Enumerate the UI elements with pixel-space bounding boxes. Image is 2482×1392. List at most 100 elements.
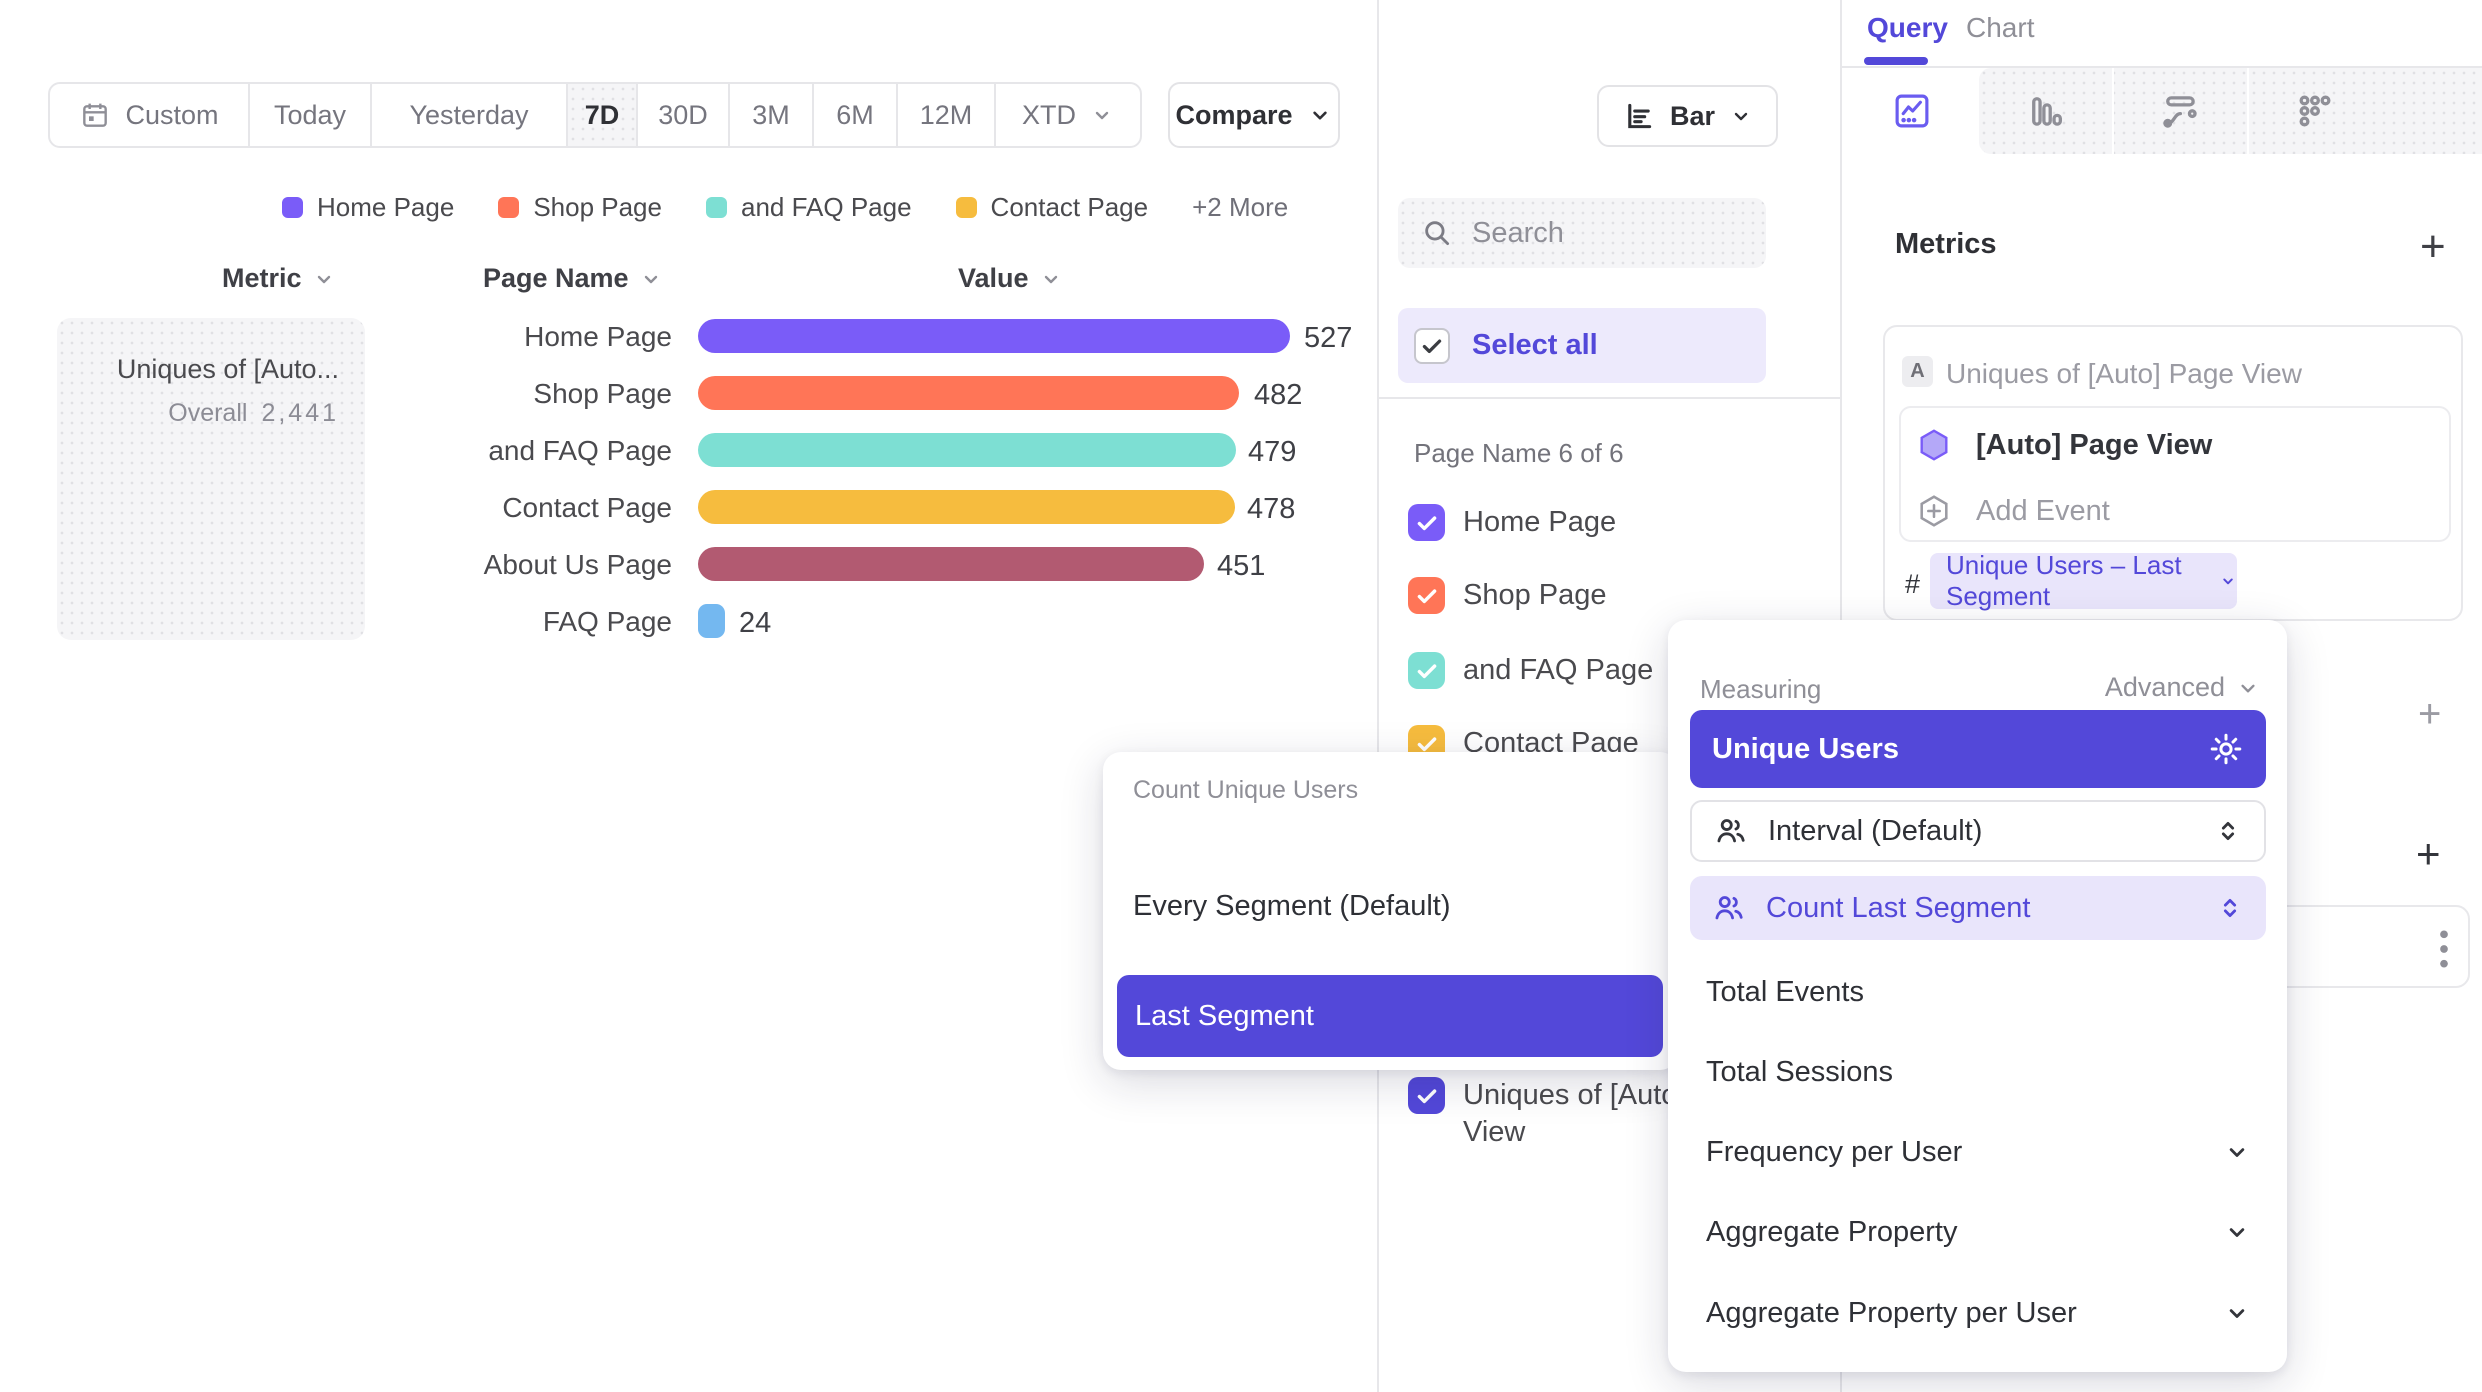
option-unique-users-selected[interactable]: Unique Users — [1690, 710, 2266, 788]
date-range-custom[interactable]: Custom — [50, 84, 250, 146]
count-last-segment-row[interactable]: Count Last Segment — [1690, 876, 2266, 940]
measure-selector-pill[interactable]: Unique Users – Last Segment — [1930, 550, 2237, 611]
users-icon — [1717, 819, 1745, 843]
option-total-sessions[interactable]: Total Sessions — [1706, 1056, 1893, 1088]
chevron-down-icon — [1044, 275, 1057, 283]
add-metric-plus-icon[interactable]: + — [2420, 222, 2446, 271]
report-tab-insights-active[interactable] — [1845, 68, 1979, 154]
search-input[interactable]: Search — [1398, 198, 1766, 268]
chevron-down-icon — [2223, 578, 2233, 585]
date-range-yesterday[interactable]: Yesterday — [372, 84, 568, 146]
checkbox[interactable] — [1408, 577, 1445, 614]
row-label: About Us Page — [483, 549, 672, 580]
column-header-value[interactable]: Value — [958, 263, 1063, 294]
tab-chart[interactable]: Chart — [1966, 12, 2035, 43]
bar-value: 478 — [1247, 493, 1296, 525]
metric-badge: A — [1902, 356, 1933, 387]
event-card: [Auto] Page View Add Event — [1899, 406, 2451, 542]
select-all-row[interactable]: Select all — [1398, 308, 1766, 383]
metric-summary-value: 2,441 — [261, 399, 339, 427]
row-label: Contact Page — [502, 492, 672, 523]
check-icon — [1417, 588, 1436, 603]
advanced-toggle[interactable]: Advanced — [2105, 672, 2261, 703]
chart-type-dropdown[interactable]: Bar — [1597, 85, 1778, 147]
option-total-events[interactable]: Total Events — [1706, 976, 1864, 1008]
add-breakdown-plus-icon[interactable]: + — [2416, 830, 2441, 877]
active-tab-underline — [1864, 57, 1928, 65]
checkbox[interactable] — [1408, 652, 1445, 689]
date-range-30d[interactable]: 30D — [638, 84, 730, 146]
metric-summary-card[interactable]: Uniques of [Auto... Overall 2,441 — [57, 318, 365, 640]
add-event-button[interactable]: Add Event — [1916, 492, 2110, 530]
bar-value: 527 — [1304, 322, 1353, 354]
metric-query-card[interactable]: A Uniques of [Auto] Page View [Auto] Pag… — [1883, 325, 2463, 621]
filter-item-shop-page[interactable]: Shop Page — [1408, 577, 1607, 614]
kebab-menu-icon[interactable] — [2430, 927, 2458, 971]
measuring-popup: Measuring Advanced Unique Users Interval… — [1668, 620, 2287, 1372]
report-tab-funnels[interactable] — [1979, 68, 2113, 154]
compare-button[interactable]: Compare — [1168, 82, 1340, 148]
divider — [1840, 66, 2482, 68]
legend-item[interactable]: Home Page — [282, 192, 454, 223]
date-range-today[interactable]: Today — [250, 84, 372, 146]
stepper-icon[interactable] — [2214, 817, 2242, 845]
bar-value: 451 — [1217, 550, 1266, 582]
chevron-down-icon — [2241, 684, 2255, 692]
option-frequency-per-user[interactable]: Frequency per User — [1706, 1136, 1963, 1168]
divider — [1377, 397, 1840, 399]
date-range-xtd[interactable]: XTD — [996, 84, 1140, 146]
column-header-metric[interactable]: Metric — [222, 263, 336, 294]
date-range-3m[interactable]: 3M — [730, 84, 814, 146]
legend-swatch — [498, 197, 520, 218]
row-label: Home Page — [524, 321, 672, 352]
report-tab-retention[interactable] — [2248, 68, 2382, 154]
bar-and-faq-page[interactable] — [698, 433, 1236, 467]
bar-contact-page[interactable] — [698, 490, 1235, 524]
legend-item[interactable]: Shop Page — [498, 192, 662, 223]
tab-query[interactable]: Query — [1867, 12, 1948, 43]
event-row[interactable]: [Auto] Page View — [1916, 426, 2212, 464]
bar-value: 482 — [1254, 379, 1303, 411]
chevron-down-icon — [644, 275, 657, 283]
date-range-6m[interactable]: 6M — [814, 84, 898, 146]
bar-shop-page[interactable] — [698, 376, 1239, 410]
legend-more[interactable]: +2 More — [1192, 192, 1289, 222]
bar-faq-page[interactable] — [698, 604, 725, 638]
select-all-checkbox[interactable] — [1414, 327, 1450, 364]
checkbox[interactable] — [1408, 1077, 1445, 1114]
date-range-12m[interactable]: 12M — [898, 84, 996, 146]
checkbox[interactable] — [1408, 504, 1445, 541]
bar-home-page[interactable] — [698, 319, 1290, 353]
chevron-down-icon — [1729, 104, 1753, 128]
legend-swatch — [705, 197, 727, 218]
tab-separator — [2112, 68, 2114, 154]
legend-item[interactable]: Contact Page — [955, 192, 1148, 223]
stepper-icon[interactable] — [2216, 894, 2244, 922]
metric-summary-overall: Overall 2,441 — [168, 399, 339, 427]
chevron-down-icon[interactable] — [2223, 1138, 2251, 1166]
column-header-page-name[interactable]: Page Name — [483, 263, 663, 294]
segment-count-popup: Count Unique Users Every Segment (Defaul… — [1103, 752, 1678, 1070]
chevron-down-icon[interactable] — [2223, 1218, 2251, 1246]
add-filter-plus-icon[interactable]: + — [2418, 692, 2442, 736]
filter-group-label: Page Name 6 of 6 — [1414, 438, 1624, 468]
report-tab-flows[interactable] — [2113, 68, 2247, 154]
option-every-segment[interactable]: Every Segment (Default) — [1133, 890, 1451, 922]
option-last-segment-selected[interactable]: Last Segment — [1117, 975, 1663, 1057]
horizontal-bar-chart-icon — [1622, 99, 1656, 133]
option-aggregate-property-per-user[interactable]: Aggregate Property per User — [1706, 1297, 2077, 1329]
legend-item[interactable]: and FAQ Page — [705, 192, 912, 223]
grid-dots-icon — [2299, 95, 2331, 127]
filter-item-and-faq-page[interactable]: and FAQ Page — [1408, 652, 1653, 689]
gear-icon[interactable] — [2208, 731, 2244, 767]
chevron-down-icon[interactable] — [2223, 1299, 2251, 1327]
interval-default-row[interactable]: Interval (Default) — [1690, 800, 2266, 862]
date-range-7d[interactable]: 7D — [568, 84, 638, 146]
flows-icon — [2163, 96, 2197, 128]
bar-value: 479 — [1248, 436, 1297, 468]
bar-columns-icon — [2032, 97, 2063, 126]
check-icon — [1417, 1088, 1436, 1103]
filter-item-home-page[interactable]: Home Page — [1408, 504, 1616, 541]
bar-about-us-page[interactable] — [698, 547, 1204, 581]
option-aggregate-property[interactable]: Aggregate Property — [1706, 1216, 1958, 1248]
